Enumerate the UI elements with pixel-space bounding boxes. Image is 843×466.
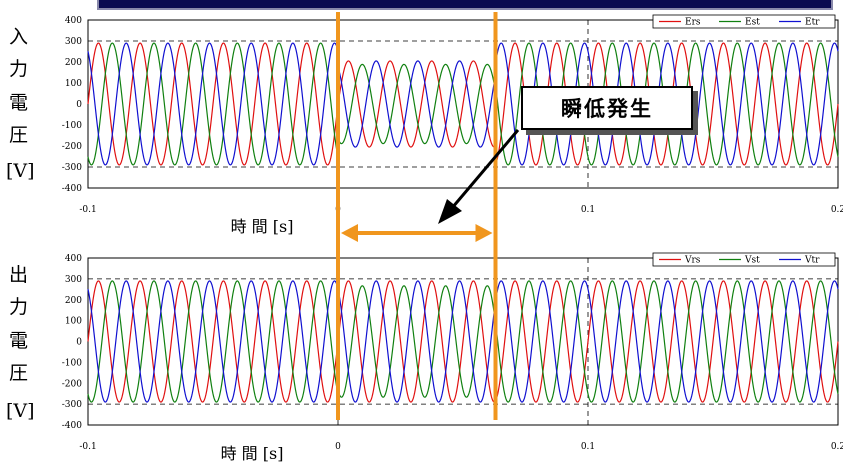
y-tick-label: -100 [62,358,82,368]
x-tick-label: 0.1 [581,205,595,215]
series-line-vrs [87,280,839,403]
legend-label: Ers [685,18,701,28]
legend-label: Etr [805,18,820,28]
top-ylabel-char: 力 [9,58,29,80]
x-tick-label: 0.2 [831,205,843,215]
y-tick-label: -300 [62,163,82,173]
legend-label: Vrs [684,256,701,266]
duration-arrow-head-left [341,224,358,242]
y-tick-label: 300 [65,275,82,285]
y-tick-label: 300 [65,37,82,47]
x-axis-title: 時 間 [s] [231,217,294,236]
x-tick-label: 0 [335,442,341,452]
legend-box [652,14,836,29]
top-ylabel-char: 電 [9,92,29,114]
y-tick-label: -400 [62,184,82,194]
sag-callout-label: 瞬低発生 [561,97,653,121]
y-tick-label: 200 [65,58,82,68]
y-tick-label: -300 [62,400,82,410]
legend-label: Est [745,18,760,28]
y-tick-label: -100 [62,121,82,131]
y-tick-label: 200 [65,296,82,306]
y-tick-label: -200 [62,142,82,152]
bottom-ylabel-char: 出 [9,264,29,286]
top-banner [97,0,833,10]
sag-markers [336,12,520,420]
y-tick-label: -400 [62,421,82,431]
y-tick-label: 0 [76,100,82,110]
top-ylabel-unit: [V] [6,160,35,182]
sag-callout: 瞬低発生 [521,86,693,130]
y-tick-label: 0 [76,338,82,348]
bottom-ylabel-char: 電 [9,330,29,352]
series-line-etr [87,42,839,166]
bottom-ylabel-char: 圧 [9,362,29,384]
bottom-ylabel-unit: [V] [6,400,35,422]
legend-label: Vtr [804,256,820,266]
y-tick-label: 400 [65,16,82,26]
x-axis-title: 時 間 [s] [221,444,284,463]
top-ylabel-char: 入 [9,26,29,48]
x-tick-label: -0.1 [79,442,96,452]
output-voltage-chart: 400 300 200 100 0 -100 -200 -300 -400 -0.1 0 0.1 0.2… [62,252,843,463]
series-line-vtr [87,280,839,403]
bottom-ylabel-char: 力 [9,296,29,318]
top-ylabel-char: 圧 [9,124,29,146]
x-tick-label: 0.2 [831,442,843,452]
x-tick-label: -0.1 [79,205,96,215]
y-tick-label: 100 [65,79,82,89]
callout-pointer-head [438,199,462,224]
y-tick-label: 400 [65,254,82,264]
input-voltage-chart: 4003002001000-100-200-300-400-0.100.10.2… [62,14,843,236]
series-line-vst [87,280,839,403]
legend-box [652,252,836,267]
legend-label: Vst [744,256,760,266]
series-line-est [87,42,839,166]
duration-arrow-head-right [475,224,493,242]
y-tick-label: 100 [65,317,82,327]
x-tick-label: 0.1 [581,442,595,452]
series-line-ers [87,42,839,166]
y-tick-label: -200 [62,379,82,389]
callout-pointer [450,129,520,209]
